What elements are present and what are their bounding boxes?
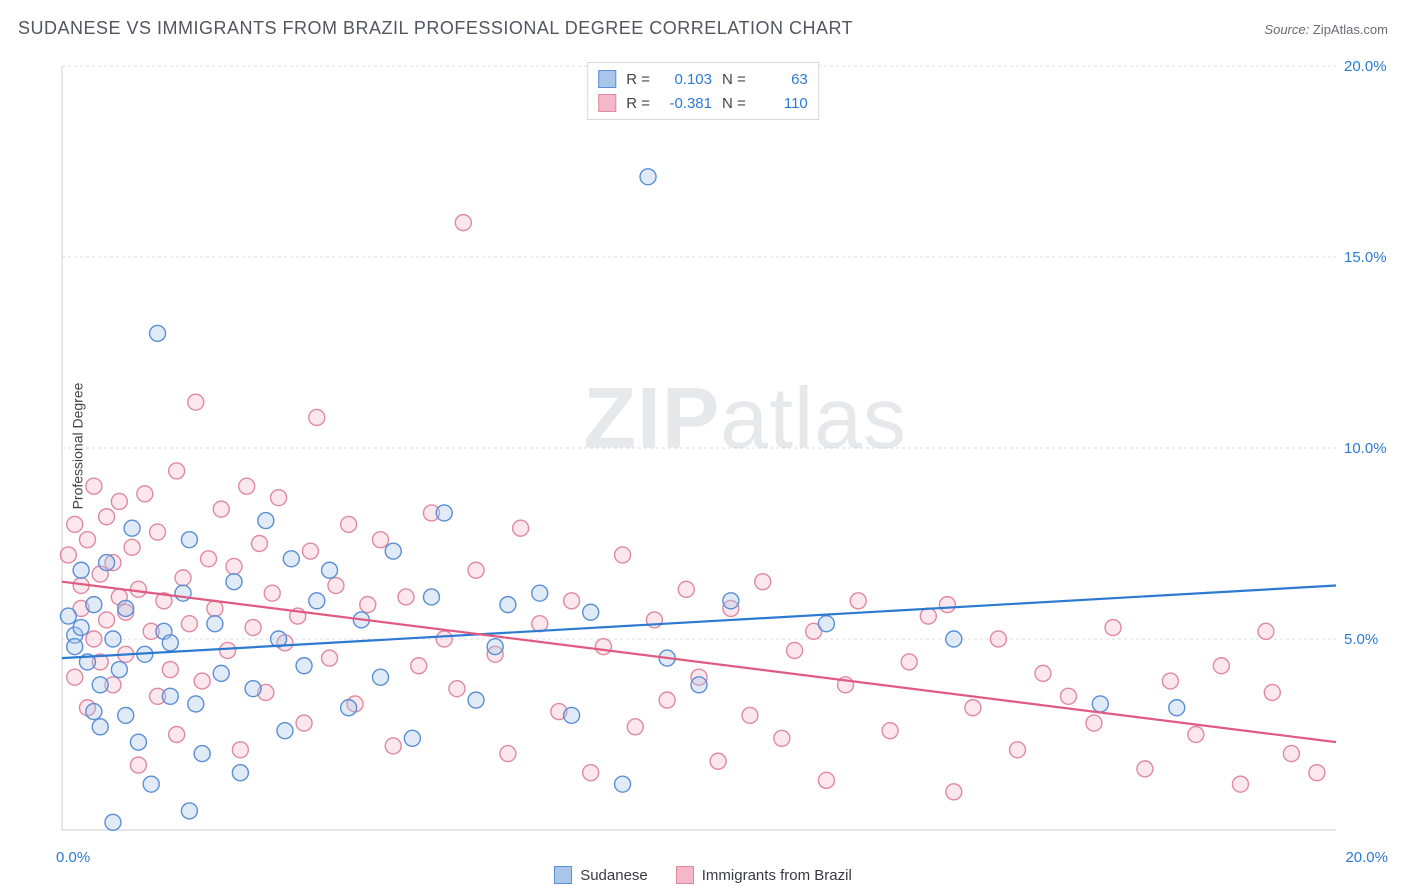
legend-R-value: 0.103 [660, 71, 712, 88]
legend-N-value: 110 [756, 95, 808, 112]
chart-title: SUDANESE VS IMMIGRANTS FROM BRAZIL PROFE… [18, 18, 853, 39]
title-bar: SUDANESE VS IMMIGRANTS FROM BRAZIL PROFE… [18, 18, 1388, 39]
source-value: ZipAtlas.com [1313, 22, 1388, 37]
legend-N-value: 63 [756, 71, 808, 88]
x-axis-tick-max: 20.0% [1345, 849, 1388, 866]
correlation-legend-row: R = 0.103 N = 63 [598, 67, 808, 91]
series-legend-label: Immigrants from Brazil [702, 867, 852, 884]
legend-swatch-sudanese [554, 866, 572, 884]
legend-N-label: N = [722, 71, 746, 88]
x-axis-tick-min: 0.0% [56, 849, 90, 866]
legend-R-label: R = [626, 71, 650, 88]
source-label: Source: [1264, 22, 1309, 37]
series-legend-item: Sudanese [554, 866, 648, 884]
correlation-legend: R = 0.103 N = 63 R = -0.381 N = 110 [587, 62, 819, 120]
svg-text:20.0%: 20.0% [1344, 60, 1387, 75]
legend-swatch-brazil [676, 866, 694, 884]
svg-text:10.0%: 10.0% [1344, 440, 1387, 457]
legend-R-label: R = [626, 95, 650, 112]
plot-area: 5.0% 10.0% 15.0% 20.0% [50, 60, 1396, 844]
scatter-chart-svg: 5.0% 10.0% 15.0% 20.0% [50, 60, 1396, 844]
source-attribution: Source: ZipAtlas.com [1264, 22, 1388, 37]
legend-swatch-sudanese [598, 70, 616, 88]
series-legend: Sudanese Immigrants from Brazil [0, 866, 1406, 884]
legend-R-value: -0.381 [660, 95, 712, 112]
svg-text:5.0%: 5.0% [1344, 631, 1378, 648]
correlation-legend-row: R = -0.381 N = 110 [598, 91, 808, 115]
svg-text:15.0%: 15.0% [1344, 249, 1387, 266]
series-legend-label: Sudanese [580, 867, 648, 884]
legend-swatch-brazil [598, 94, 616, 112]
legend-N-label: N = [722, 95, 746, 112]
series-legend-item: Immigrants from Brazil [676, 866, 852, 884]
